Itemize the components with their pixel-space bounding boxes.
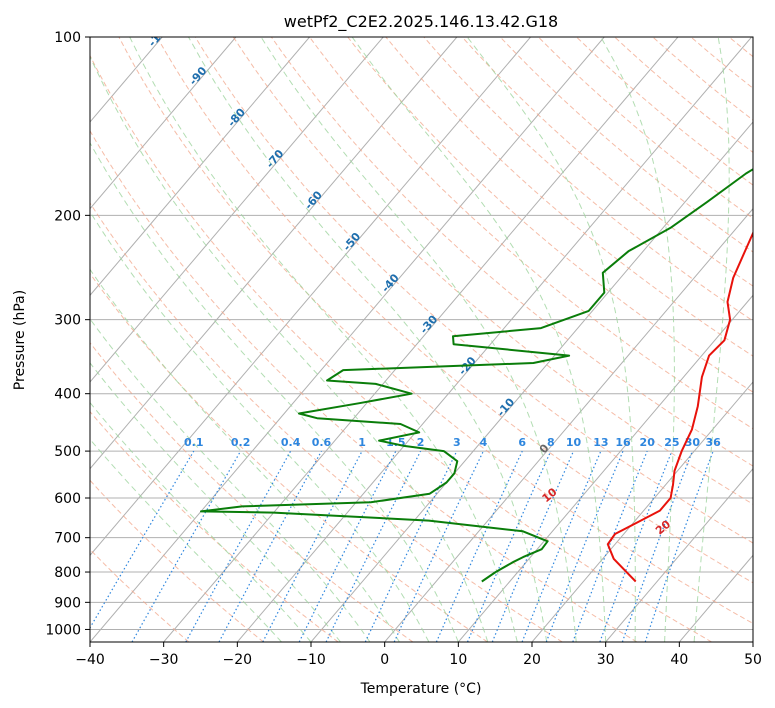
moist-adiabat-line (466, 37, 636, 642)
plot-area: 0.10.20.40.611.52346810131620253036-100-… (90, 37, 753, 642)
moist-adiabat-line (693, 37, 730, 642)
x-axis-label: Temperature (°C) (360, 681, 482, 697)
x-tick-label: −20 (223, 652, 253, 668)
mixing-ratio-line (435, 450, 523, 642)
mixing-ratio-line (491, 450, 575, 642)
mixing-ratio-label: 0.6 (312, 436, 332, 449)
y-tick-label: 500 (54, 444, 81, 460)
isotherm-line (90, 37, 605, 642)
mixing-ratio-line (218, 450, 323, 642)
y-tick-label: 200 (54, 208, 81, 224)
y-axis-label: Pressure (hPa) (12, 290, 28, 390)
x-tick-label: 10 (449, 652, 467, 668)
dry-adiabat-line (461, 37, 753, 287)
mixing-ratio-label: 4 (480, 436, 488, 449)
y-tick-label: 800 (54, 565, 81, 581)
mixing-ratio-label: 8 (547, 436, 555, 449)
dry-adiabat-line (385, 37, 753, 357)
dry-adiabat-line (118, 37, 753, 625)
dry-adiabat-line (614, 37, 753, 153)
mixing-ratio-label: 0.4 (281, 436, 301, 449)
moist-adiabat-line (90, 401, 312, 642)
moist-adiabat-line (90, 362, 341, 642)
mixing-ratio-line (466, 450, 552, 642)
mixing-ratio-line (364, 450, 458, 642)
isotherm-line (90, 37, 458, 470)
isotherm-line (90, 37, 531, 557)
x-tick-label: 40 (670, 652, 688, 668)
dry-adiabat-line (90, 202, 563, 642)
y-tick-label: 300 (54, 313, 81, 329)
moist-adiabat-line (90, 210, 430, 642)
plot-frame (89, 36, 754, 643)
mixing-ratio-label: 20 (640, 436, 656, 449)
mixing-ratio-label: 6 (518, 436, 526, 449)
isotherm-line (236, 37, 752, 642)
x-tick-label: −30 (149, 652, 179, 668)
dry-adiabat-line (90, 54, 712, 642)
isotherm-line (90, 37, 310, 297)
mixing-ratio-line (131, 450, 242, 642)
mixing-ratio-label: 25 (664, 436, 679, 449)
isotherm-line (90, 37, 237, 210)
isotherms (90, 37, 753, 642)
x-tick-label: −40 (75, 652, 105, 668)
temperature-trace (606, 230, 753, 583)
isotherm-line (384, 207, 753, 642)
isotherm-line (457, 294, 753, 642)
y-tick-label: 100 (54, 30, 81, 46)
y-tick-label: 400 (54, 387, 81, 403)
mixing-ratio-label: 3 (453, 436, 461, 449)
dry-adiabat-line (90, 129, 638, 642)
moist-adiabat-line (90, 141, 459, 642)
mixing-ratio-label: 36 (706, 436, 722, 449)
moist-adiabat-line (260, 37, 577, 642)
dry-adiabat-line (537, 37, 753, 219)
mixing-ratio-label: 16 (615, 436, 631, 449)
mixing-ratio-label: 13 (593, 436, 608, 449)
moist-adiabat-line (90, 318, 371, 642)
isotherm-line (605, 467, 753, 642)
isotherm-line (90, 37, 384, 383)
mixing-ratio-line (325, 450, 422, 642)
mixing-ratio-label: 2 (417, 436, 425, 449)
y-tick-label: 600 (54, 491, 81, 507)
mixing-ratio-label: 0.2 (231, 436, 251, 449)
mixing-ratio-line (621, 450, 693, 642)
mixing-ratio-label: 0.1 (184, 436, 204, 449)
annotation-labels: 0.10.20.40.611.52346810131620253036-100-… (146, 37, 722, 537)
axes: −40 −30 −20 −10 0 10 20 30 40 5010020030040050060… (45, 30, 762, 668)
mixing-ratio-line (185, 450, 292, 642)
dry-adiabat-line (156, 37, 753, 584)
chart-title: wetPf2_C2E2.2025.146.13.42.G18 (284, 12, 558, 32)
x-tick-label: 20 (523, 652, 541, 668)
mixing-ratio-lines (90, 450, 714, 642)
y-tick-label: 900 (54, 595, 81, 611)
dry-adiabat-line (90, 479, 264, 642)
moist-adiabat-line (351, 37, 607, 642)
dry-adiabat-line (270, 37, 753, 467)
isotherm-line (531, 381, 753, 642)
mixing-ratio-line (393, 450, 484, 642)
y-tick-label: 700 (54, 531, 81, 547)
isotherm-line (163, 37, 679, 642)
mixing-ratio-label: 10 (566, 436, 582, 449)
dewpoint-trace (200, 168, 753, 583)
y-tick-label: 1000 (45, 622, 81, 638)
moist-adiabat-line (90, 438, 282, 642)
mixing-ratio-line (644, 450, 714, 642)
dry-adiabat-line (194, 37, 753, 544)
x-tick-label: 0 (380, 652, 389, 668)
mixing-ratio-label: 1 (358, 436, 366, 449)
x-tick-label: 30 (597, 652, 615, 668)
x-tick-label: −10 (296, 652, 326, 668)
moist-adiabat-line (90, 55, 489, 642)
x-tick-label: 50 (744, 652, 762, 668)
mixing-ratio-label: 30 (685, 436, 701, 449)
moist-adiabat-line (129, 37, 518, 642)
mixing-ratio-line (90, 450, 195, 629)
sounding-traces (200, 168, 753, 583)
moist-adiabat-line (90, 268, 400, 642)
